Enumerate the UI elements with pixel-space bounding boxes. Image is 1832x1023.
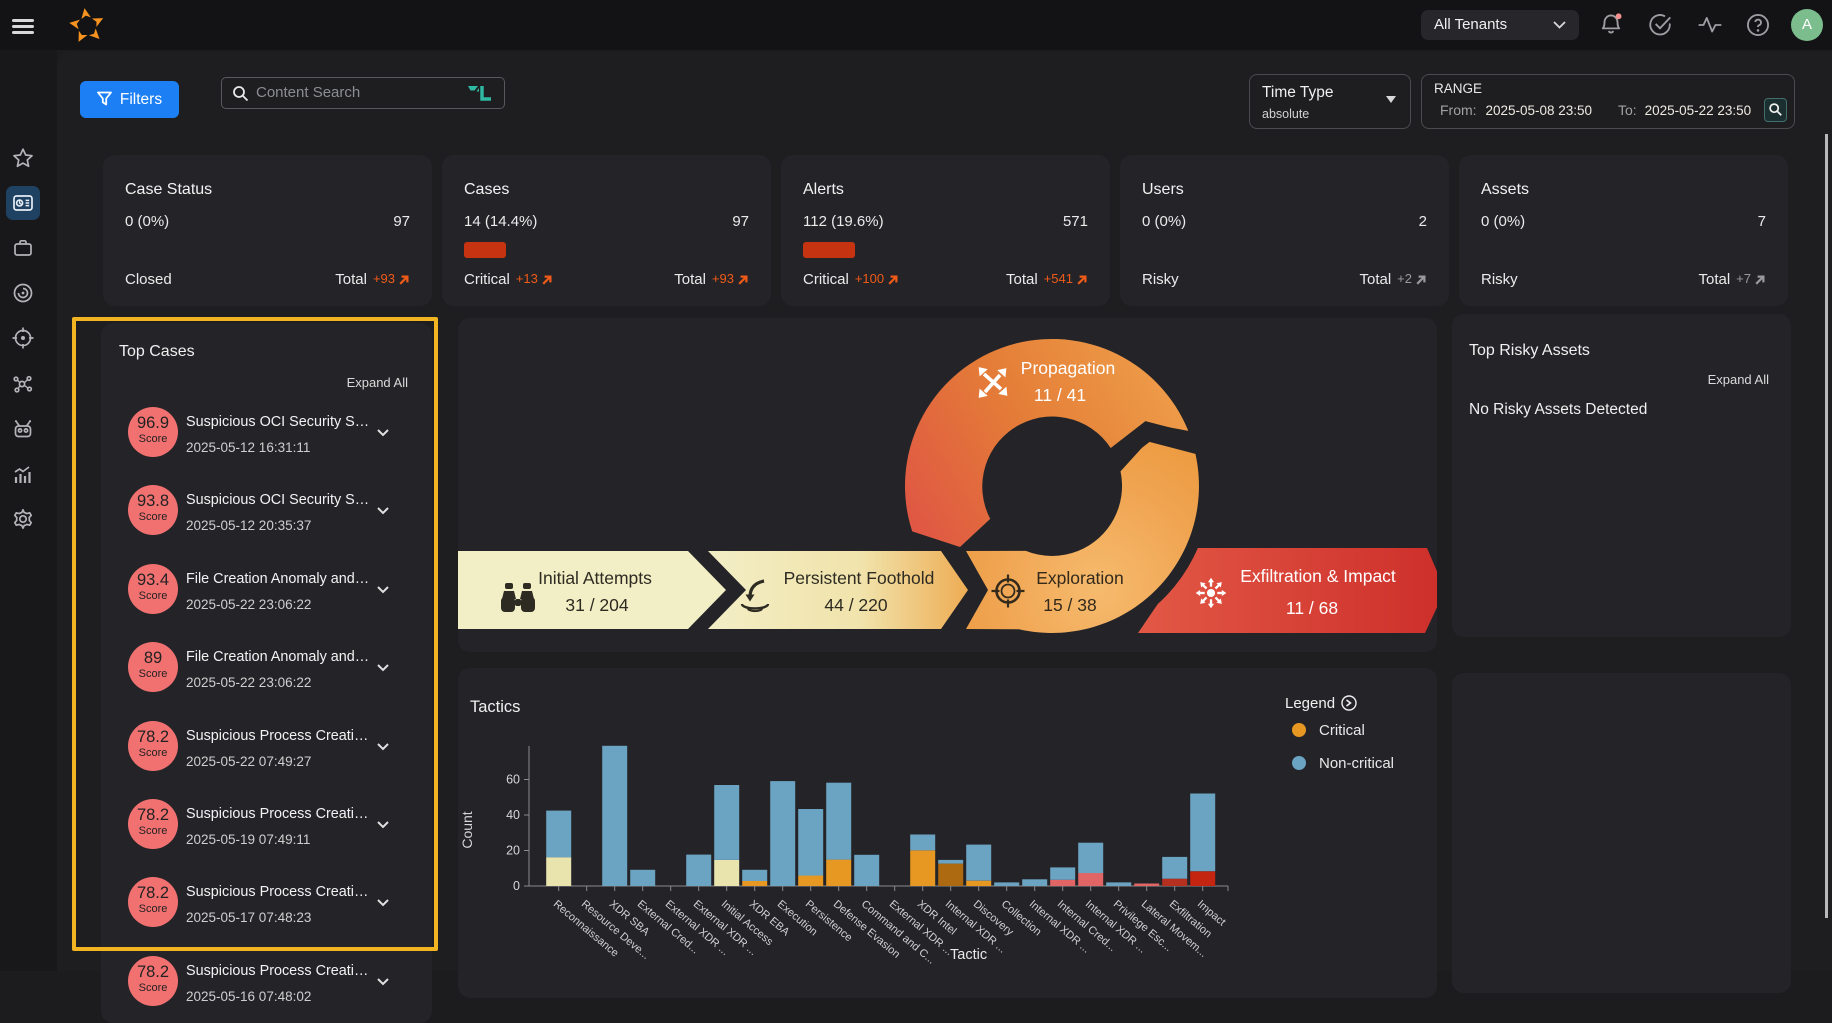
svg-text:Count: Count [459, 811, 475, 848]
svg-text:11 / 41: 11 / 41 [1034, 385, 1086, 405]
svg-text:Tactic: Tactic [950, 947, 987, 963]
svg-text:60: 60 [506, 773, 520, 787]
svg-text:Initial Attempts: Initial Attempts [538, 568, 652, 588]
svg-text:15 / 38: 15 / 38 [1043, 595, 1097, 615]
svg-text:Exploration: Exploration [1036, 568, 1124, 588]
svg-text:Tactics: Tactics [470, 698, 520, 716]
svg-text:0: 0 [513, 879, 520, 893]
svg-text:20: 20 [506, 844, 520, 858]
svg-text:11 / 68: 11 / 68 [1286, 598, 1338, 618]
svg-text:Critical: Critical [1319, 722, 1365, 739]
svg-text:44 / 220: 44 / 220 [824, 595, 888, 615]
svg-text:Exfiltration & Impact: Exfiltration & Impact [1240, 566, 1396, 586]
svg-text:Non-critical: Non-critical [1319, 755, 1394, 772]
svg-text:40: 40 [506, 808, 520, 822]
svg-text:Propagation: Propagation [1021, 358, 1115, 378]
svg-text:Persistent Foothold: Persistent Foothold [784, 568, 935, 588]
svg-text:31 / 204: 31 / 204 [565, 595, 629, 615]
svg-text:Legend: Legend [1285, 695, 1335, 712]
